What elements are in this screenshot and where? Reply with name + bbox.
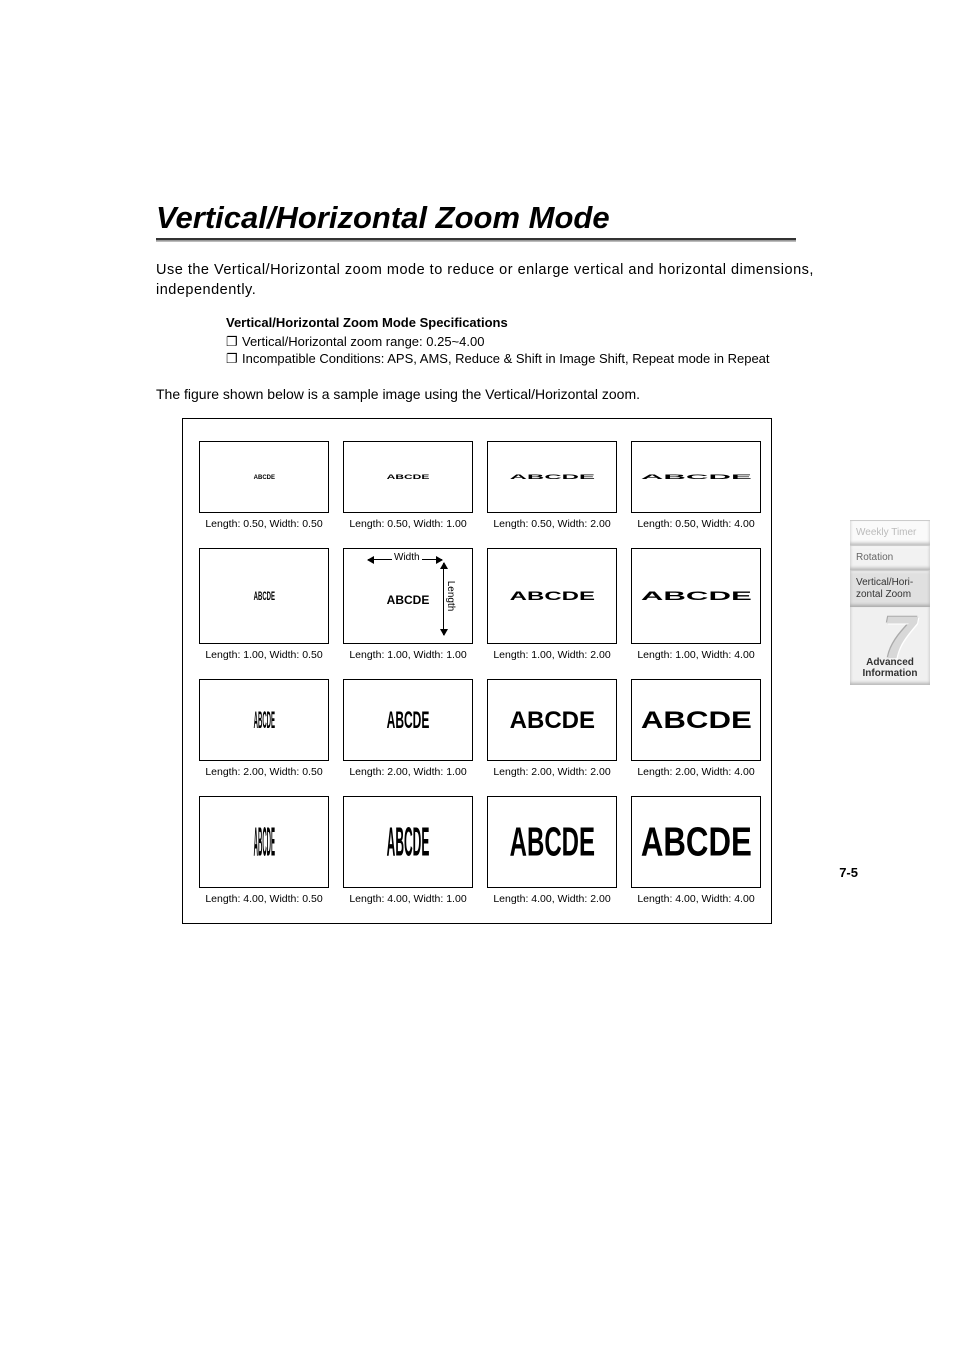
sample-grid-frame: ABCDE Length: 0.50, Width: 0.50 ABCDE Lengt…: [182, 418, 772, 924]
cell-caption: Length: 2.00, Width: 2.00: [493, 766, 610, 778]
grid-row: ABCDE Length: 4.00, Width: 0.50 ABCDE Lengt…: [199, 796, 755, 905]
cell-caption: Length: 4.00, Width: 1.00: [349, 893, 466, 905]
grid-cell: ABCDE Length: 1.00, Width: 0.50: [199, 548, 329, 661]
cell-caption: Length: 2.00, Width: 4.00: [637, 766, 754, 778]
sample-text: ABCDE: [253, 473, 274, 480]
grid-cell: ABCDE Length: 2.00, Width: 4.00: [631, 679, 761, 778]
grid-cell: ABCDE Length: 1.00, Width: 2.00: [487, 548, 617, 661]
figure-intro: The figure shown below is a sample image…: [156, 386, 864, 402]
bullet-icon: ❐: [226, 350, 242, 368]
spec-text: Vertical/Horizontal zoom range: 0.25~4.0…: [242, 333, 864, 351]
sample-box: ABCDE Width Length: [343, 548, 473, 644]
sample-text: ABCDE: [641, 589, 752, 603]
sample-text: ABCDE: [253, 589, 274, 603]
sample-text: ABCDE: [509, 706, 594, 734]
sample-text: ABCDE: [387, 706, 430, 734]
cell-caption: Length: 0.50, Width: 2.00: [493, 518, 610, 530]
sample-box: ABCDE: [199, 441, 329, 513]
spec-row: ❐ Incompatible Conditions: APS, AMS, Red…: [226, 350, 864, 368]
grid-cell: ABCDE Length: 0.50, Width: 4.00: [631, 441, 761, 530]
page-number: 7-5: [839, 865, 858, 880]
sample-box: ABCDE: [631, 548, 761, 644]
sample-text: ABCDE: [641, 706, 752, 734]
sample-box: ABCDE: [487, 441, 617, 513]
cell-caption: Length: 2.00, Width: 0.50: [205, 766, 322, 778]
grid-row: ABCDE Length: 2.00, Width: 0.50 ABCDE Lengt…: [199, 679, 755, 778]
sample-box: ABCDE: [343, 796, 473, 888]
title-underline: [156, 238, 796, 242]
grid-cell: ABCDE Length: 0.50, Width: 1.00: [343, 441, 473, 530]
grid-cell: ABCDE Length: 2.00, Width: 0.50: [199, 679, 329, 778]
cell-caption: Length: 4.00, Width: 4.00: [637, 893, 754, 905]
cell-caption: Length: 0.50, Width: 0.50: [205, 518, 322, 530]
grid-cell: ABCDE Length: 4.00, Width: 0.50: [199, 796, 329, 905]
sample-box: ABCDE: [199, 796, 329, 888]
sample-text: ABCDE: [641, 473, 752, 480]
page-title: Vertical/Horizontal Zoom Mode: [156, 200, 864, 236]
tab-vertical-horizontal-zoom[interactable]: Vertical/Hori-zontal Zoom: [850, 570, 930, 607]
spec-text: Incompatible Conditions: APS, AMS, Reduc…: [242, 350, 864, 368]
sample-text: ABCDE: [387, 593, 430, 607]
cell-caption: Length: 1.00, Width: 2.00: [493, 649, 610, 661]
sample-box: ABCDE: [487, 796, 617, 888]
grid-cell: ABCDE Length: 4.00, Width: 1.00: [343, 796, 473, 905]
cell-caption: Length: 0.50, Width: 4.00: [637, 518, 754, 530]
specs-title: Vertical/Horizontal Zoom Mode Specificat…: [226, 315, 864, 330]
grid-cell: ABCDE Length: 1.00, Width: 4.00: [631, 548, 761, 661]
sample-box: ABCDE: [631, 796, 761, 888]
grid-row: ABCDE Length: 1.00, Width: 0.50 ABCDE Width…: [199, 548, 755, 661]
specs-section: Vertical/Horizontal Zoom Mode Specificat…: [226, 315, 864, 368]
sample-text: ABCDE: [509, 589, 594, 603]
page: Vertical/Horizontal Zoom Mode Use the Ve…: [0, 0, 954, 964]
sample-text: ABCDE: [253, 706, 274, 734]
sample-text: ABCDE: [509, 818, 594, 866]
sample-text: ABCDE: [253, 818, 274, 866]
sample-text: ABCDE: [387, 818, 430, 866]
grid-cell: ABCDE Length: 2.00, Width: 1.00: [343, 679, 473, 778]
spec-row: ❐ Vertical/Horizontal zoom range: 0.25~4…: [226, 333, 864, 351]
sample-box: ABCDE: [199, 679, 329, 761]
cell-caption: Length: 4.00, Width: 2.00: [493, 893, 610, 905]
cell-caption: Length: 1.00, Width: 1.00: [349, 649, 466, 661]
tab-weekly-timer[interactable]: Weekly Timer: [850, 520, 930, 545]
sample-text: ABCDE: [641, 818, 752, 866]
grid-cell: ABCDE Length: 4.00, Width: 2.00: [487, 796, 617, 905]
sample-box: ABCDE: [487, 679, 617, 761]
cell-caption: Length: 2.00, Width: 1.00: [349, 766, 466, 778]
cell-caption: Length: 1.00, Width: 4.00: [637, 649, 754, 661]
cell-caption: Length: 4.00, Width: 0.50: [205, 893, 322, 905]
grid-row: ABCDE Length: 0.50, Width: 0.50 ABCDE Lengt…: [199, 441, 755, 530]
tab-rotation[interactable]: Rotation: [850, 545, 930, 570]
bullet-icon: ❐: [226, 333, 242, 351]
chapter-label: Advanced Information: [850, 657, 930, 685]
tab-chapter-7[interactable]: 7 Advanced Information: [850, 607, 930, 685]
sample-box: ABCDE: [343, 441, 473, 513]
side-tabs: Weekly Timer Rotation Vertical/Hori-zont…: [850, 520, 930, 685]
sample-text: ABCDE: [509, 473, 594, 480]
cell-caption: Length: 1.00, Width: 0.50: [205, 649, 322, 661]
grid-cell: ABCDE Width Length Length: 1.00, Width: 1.0…: [343, 548, 473, 661]
length-label: Length: [445, 580, 456, 611]
cell-caption: Length: 0.50, Width: 1.00: [349, 518, 466, 530]
sample-box: ABCDE: [343, 679, 473, 761]
grid-cell: ABCDE Length: 2.00, Width: 2.00: [487, 679, 617, 778]
intro-text: Use the Vertical/Horizontal zoom mode to…: [156, 260, 864, 301]
sample-box: ABCDE: [487, 548, 617, 644]
sample-text: ABCDE: [387, 473, 430, 480]
grid-cell: ABCDE Length: 4.00, Width: 4.00: [631, 796, 761, 905]
grid-cell: ABCDE Length: 0.50, Width: 0.50: [199, 441, 329, 530]
grid-cell: ABCDE Length: 0.50, Width: 2.00: [487, 441, 617, 530]
sample-box: ABCDE: [631, 679, 761, 761]
sample-box: ABCDE: [199, 548, 329, 644]
width-label: Width: [392, 552, 422, 563]
sample-box: ABCDE: [631, 441, 761, 513]
